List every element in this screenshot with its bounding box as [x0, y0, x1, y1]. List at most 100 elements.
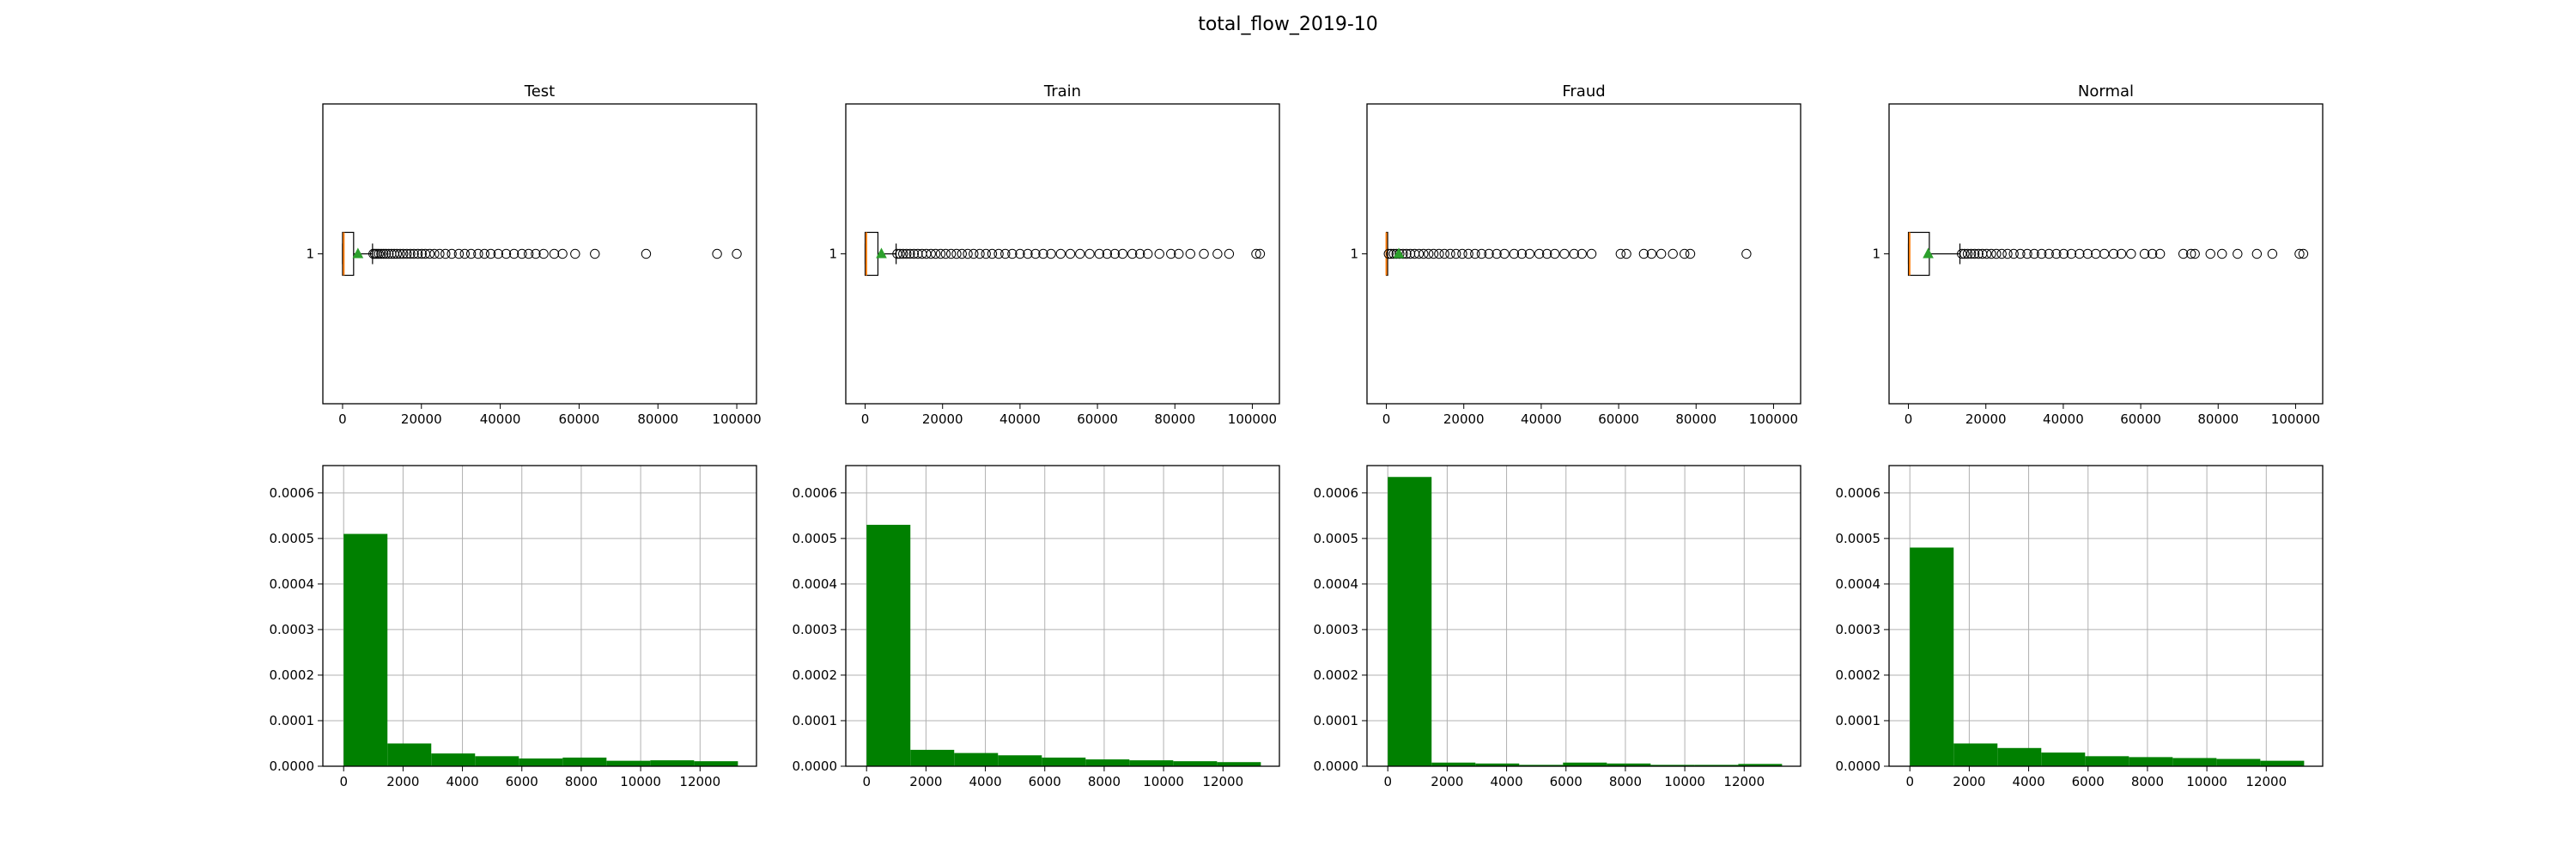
outlier-point [908, 248, 920, 259]
y-tick-label: 0.0004 [793, 576, 838, 592]
x-tick-label: 12000 [2245, 774, 2287, 789]
outlier-point [1492, 248, 1502, 259]
outlier-point [1134, 248, 1145, 259]
outlier-point [2205, 248, 2215, 259]
outlier-point [1962, 248, 1973, 259]
y-tick-label: 1 [1872, 247, 1880, 262]
outlier-point [376, 248, 386, 259]
outlier-point [2116, 248, 2127, 259]
histogram-bar [1694, 765, 1739, 766]
outlier-point [732, 248, 742, 259]
x-tick-label: 2000 [909, 774, 942, 789]
x-tick-label: 2000 [1431, 774, 1463, 789]
histogram-bar [1910, 547, 1954, 766]
histogram-bar [1042, 757, 1086, 766]
y-tick-label: 0.0004 [1314, 576, 1359, 592]
panel-title: Normal [2078, 82, 2134, 101]
y-tick-label: 1 [829, 247, 837, 262]
outlier-point [1534, 248, 1545, 259]
x-tick-label: 100000 [1749, 411, 1798, 427]
outlier-point [1439, 248, 1449, 259]
outlier-point [1569, 248, 1579, 259]
outlier-point [1383, 248, 1394, 259]
outlier-point [1638, 248, 1649, 259]
mean-marker [352, 247, 364, 259]
outlier-point [905, 248, 915, 259]
outlier-point [374, 248, 384, 259]
outlier-point [898, 248, 908, 259]
outlier-point [1973, 248, 1984, 259]
outlier-point [945, 248, 957, 259]
histogram-bar [1563, 762, 1607, 766]
y-tick-label: 0.0002 [270, 667, 315, 683]
outlier-point [1212, 248, 1223, 259]
panel-title: Test [524, 82, 555, 101]
axes-frame [322, 103, 757, 405]
histogram-panel-0: 0 2000 4000 6000 8000 10000 12000 0.0000 0.0001 0… [270, 465, 757, 789]
y-tick-label: 0.0004 [270, 576, 315, 592]
outlier-point [1646, 248, 1657, 259]
x-tick-label: 12000 [1723, 774, 1765, 789]
outlier-point [459, 248, 470, 259]
outlier-point [1055, 248, 1066, 259]
outlier-point [424, 248, 435, 259]
figure-title: total_flow_2019-10 [1198, 14, 1378, 35]
outlier-point [523, 248, 534, 259]
x-tick-label: 8000 [565, 774, 598, 789]
x-tick-label: 0 [1382, 411, 1391, 427]
histogram-panel-2: 0 2000 4000 6000 8000 10000 12000 0.0000 0.0001 0… [1314, 465, 1801, 789]
outlier-point [1419, 248, 1429, 259]
histogram-bar [1173, 761, 1218, 766]
outlier-point [409, 248, 419, 259]
x-tick-label: 10000 [2186, 774, 2227, 789]
y-tick-label: 0.0005 [1836, 531, 1881, 546]
outlier-point [1109, 248, 1121, 259]
outlier-point [1199, 248, 1209, 259]
outlier-point [895, 248, 905, 259]
axes-background [846, 466, 1279, 766]
x-tick-label: 8000 [1609, 774, 1642, 789]
y-tick-label: 0.0000 [1314, 758, 1359, 774]
histogram-bar [475, 756, 519, 766]
outlier-point [2058, 248, 2069, 259]
outlier-point [2082, 248, 2093, 259]
outlier-point [1559, 248, 1570, 259]
outlier-point [1251, 248, 1261, 259]
histogram-bar [1519, 765, 1564, 766]
outlier-point [1470, 248, 1480, 259]
x-tick-label: 80000 [1675, 411, 1716, 427]
outlier-point [1428, 248, 1439, 259]
histogram-bar [2041, 752, 2086, 766]
y-tick-label: 0.0000 [270, 758, 315, 774]
outlier-point [1084, 248, 1095, 259]
histogram-bar [998, 755, 1042, 766]
outlier-point [2008, 248, 2019, 259]
x-tick-label: 100000 [712, 411, 761, 427]
outlier-point [1127, 248, 1138, 259]
axes-frame [1366, 465, 1801, 767]
x-tick-label: 6000 [1550, 774, 1583, 789]
x-tick-label: 0 [861, 411, 870, 427]
outlier-point [1524, 248, 1535, 259]
axes-frame [1888, 465, 2324, 767]
outlier-point [557, 248, 568, 259]
outlier-point [1541, 248, 1552, 259]
outlier-point [2233, 248, 2243, 259]
histogram-bar [650, 760, 695, 766]
outlier-point [402, 248, 412, 259]
histogram-bar [2172, 758, 2217, 766]
outlier-point [395, 248, 405, 259]
y-tick-label: 0.0006 [793, 485, 838, 501]
x-tick-label: 0 [339, 774, 348, 789]
outlier-point [902, 248, 912, 259]
outlier-point [2022, 248, 2032, 259]
y-tick-label: 0.0006 [1314, 485, 1359, 501]
outlier-point [1741, 248, 1752, 259]
mean-marker [876, 247, 887, 259]
outlier-point [1499, 248, 1510, 259]
x-tick-label: 4000 [2012, 774, 2044, 789]
x-tick-label: 2000 [1953, 774, 1985, 789]
y-tick-label: 0.0002 [1836, 667, 1881, 683]
outlier-point [1996, 248, 2007, 259]
